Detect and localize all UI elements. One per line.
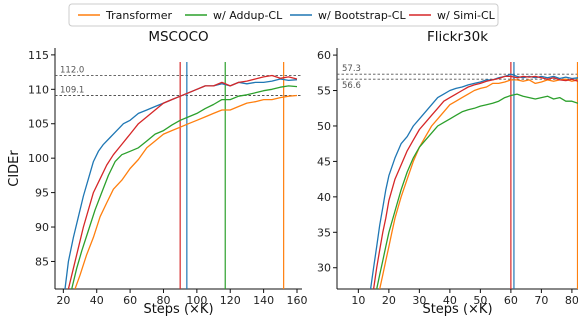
panel-2: Flickr30k 30 35 40 45 50 55 60 10 20 30 40 50 60 70 80 S…: [317, 29, 578, 317]
series-line: [64, 78, 298, 289]
x-tick-label: 120: [220, 294, 241, 307]
series-line: [372, 75, 578, 289]
x-tick-label: 20: [56, 294, 70, 307]
y-tick-label: 55: [317, 85, 331, 98]
legend-entry: w/ Addup-CL: [185, 9, 283, 22]
legend-label: w/ Addup-CL: [213, 9, 283, 22]
y-tick-label: 115: [28, 49, 49, 62]
series-line: [74, 94, 298, 289]
reference-label: 57.3: [342, 64, 361, 74]
legend-label: w/ Simi-CL: [437, 9, 496, 22]
x-axis-title: Steps (×K): [143, 302, 213, 317]
series-line: [379, 78, 578, 289]
y-tick-label: 50: [317, 120, 331, 133]
x-tick-label: 60: [504, 294, 518, 307]
y-tick-label: 45: [317, 155, 331, 168]
panel-title: MSCOCO: [148, 29, 208, 45]
y-tick-label: 40: [317, 191, 331, 204]
series-group: [64, 74, 298, 289]
x-tick-label: 40: [90, 294, 104, 307]
x-tick-label: 50: [473, 294, 487, 307]
series-group: [369, 73, 578, 289]
x-tick-label: 60: [123, 294, 137, 307]
reference-label: 56.6: [342, 81, 361, 91]
legend-entry: w/ Bootstrap-CL: [290, 9, 406, 22]
x-tick-label: 10: [351, 294, 365, 307]
panel-1: MSCOCO 85 90 95 100 105 110 115 20 40 60 80 100 120 14…: [7, 29, 307, 317]
x-tick-label: 70: [534, 294, 548, 307]
series-line: [67, 74, 298, 289]
x-tick-label: 20: [382, 294, 396, 307]
series-line: [71, 85, 298, 289]
x-tick-label: 100: [186, 294, 207, 307]
y-tick-label: 60: [317, 49, 331, 62]
y-tick-label: 105: [28, 118, 49, 131]
reference-label: 109.1: [60, 86, 84, 96]
x-tick-label: 140: [253, 294, 274, 307]
legend: Transformer w/ Addup-CL w/ Bootstrap-CL w/ …: [68, 3, 499, 27]
legend-entry: Transformer: [78, 9, 172, 22]
panel-title: Flickr30k: [427, 29, 488, 45]
y-tick-label: 35: [317, 226, 331, 239]
y-tick-label: 30: [317, 262, 331, 275]
legend-entry: w/ Simi-CL: [409, 9, 496, 22]
series-line: [376, 93, 578, 289]
y-tick-label: 110: [28, 83, 49, 96]
x-axis-title: Steps (×K): [422, 302, 492, 317]
y-tick-label: 100: [28, 152, 49, 165]
reference-label: 112.0: [60, 66, 84, 76]
x-tick-label: 80: [156, 294, 170, 307]
y-axis-title: CIDEr: [7, 150, 22, 187]
y-tick-label: 90: [35, 221, 49, 234]
panels: MSCOCO 85 90 95 100 105 110 115 20 40 60 80 100 120 14…: [7, 29, 578, 317]
legend-label: w/ Bootstrap-CL: [318, 9, 406, 22]
legend-label: Transformer: [105, 9, 172, 22]
legend-frame: [68, 3, 499, 27]
x-tick-label: 40: [443, 294, 457, 307]
x-tick-label: 30: [412, 294, 426, 307]
x-tick-label: 160: [286, 294, 307, 307]
x-tick-label: 80: [565, 294, 578, 307]
y-tick-label: 85: [35, 255, 49, 268]
series-line: [369, 73, 578, 289]
y-tick-label: 95: [35, 187, 49, 200]
